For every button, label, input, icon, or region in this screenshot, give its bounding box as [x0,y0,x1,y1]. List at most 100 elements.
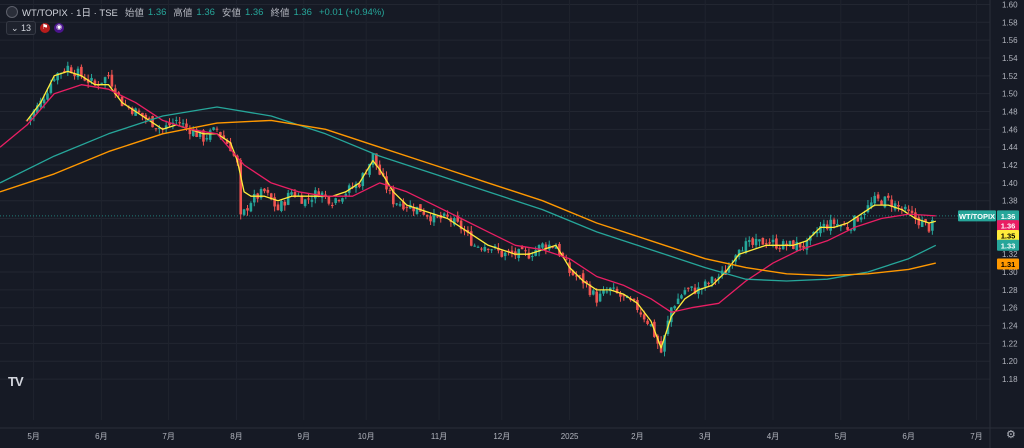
candle-body [483,247,487,252]
candle-body [469,231,473,246]
candle-body [219,132,222,136]
close-label: 終値 [270,8,290,19]
candle-body [480,248,483,250]
y-tick-label: 1.40 [1002,179,1018,188]
candle-body [158,127,161,129]
candle-body [751,238,754,245]
candle-body [581,273,585,284]
candle-body [330,204,334,206]
candle-body [246,208,249,211]
candle-body [592,290,595,295]
candle-body [429,216,432,222]
candle-body [876,194,880,199]
candle-body [639,312,643,315]
candle-body [354,183,358,189]
candle-body [110,74,114,87]
candle-body [853,215,856,231]
candle-body [564,259,568,261]
candle-body [398,204,402,206]
candle-body [375,153,378,166]
candle-body [822,223,826,229]
flag-icon[interactable]: ⚑ [40,23,51,33]
change-value: +0.01 (+0.94%) [318,6,385,18]
candle-body [771,239,775,243]
candle-body [619,293,622,297]
open-label: 始値 [124,8,144,19]
symbol-tag-text: WT/TOPIX [959,212,995,221]
candle-body [229,142,232,152]
candle-body [93,80,97,85]
candle-body [642,314,646,320]
candle-body [693,287,697,294]
candle-body [137,110,141,113]
candle-body [683,290,687,295]
candle-body [415,206,419,214]
x-tick-label: 11月 [431,432,447,441]
candle-body [358,183,361,188]
candle-body [622,294,626,297]
candle-body [107,75,110,77]
indicator-toggle[interactable]: ⌄ 13 [6,21,37,35]
x-tick-label: 7月 [162,432,174,441]
candle-body [371,153,375,165]
candle-body [554,246,558,249]
candle-body [527,252,531,259]
candle-body [815,231,819,234]
candle-body [761,237,765,245]
candle-body [744,241,748,253]
candle-body [276,204,280,211]
candle-body [456,215,460,222]
candle-body [524,250,527,252]
candle-body [69,67,73,74]
candle-body [202,130,205,142]
candle-body [317,191,320,197]
candle-body [920,220,924,227]
y-tick-label: 1.48 [1002,107,1018,116]
candle-body [327,196,331,204]
candle-body [307,198,310,200]
candle-body [571,270,575,276]
candle-body [300,195,304,204]
symbol-title[interactable]: WT/TOPIX · 1日 · TSE [22,8,118,19]
y-tick-label: 1.38 [1002,197,1018,206]
candle-body [269,193,273,200]
candle-body [490,249,493,251]
candle-body [880,200,883,206]
candle-body [463,230,466,232]
ma-red-tag-text: 1.36 [1001,222,1016,231]
candle-body [178,122,181,124]
ma-line-0 [26,70,936,349]
candle-body [534,250,537,256]
x-tick-label: 9月 [298,432,310,441]
candle-body [76,68,80,78]
candle-body [83,77,87,81]
candle-body [144,114,148,119]
candle-body [273,197,276,207]
gear-icon[interactable]: ⚙ [1006,429,1016,441]
candle-body [215,128,219,130]
high-label: 高値 [173,8,193,19]
candle-body [707,282,710,284]
candle-body [225,140,229,144]
candle-body [130,107,134,114]
ma-red-tag [997,220,1019,232]
candlesticks [25,61,934,357]
ma-teal-tag-text: 1.33 [1001,241,1016,250]
candle-body [517,249,521,258]
x-tick-label: 5月 [27,432,39,441]
symbol-header[interactable]: WT/TOPIX · 1日 · TSE 始値 1.36 高値 1.36 安値 1.36… [6,4,384,20]
candle-body [154,128,158,130]
open-value: 1.36 [147,6,167,18]
candle-body [812,231,815,235]
candle-body [493,246,497,248]
candle-body [890,199,893,207]
candle-body [334,198,337,204]
symbol-tag [958,210,996,222]
candle-body [49,83,53,93]
candle-body [425,214,429,217]
candle-body [432,213,436,223]
y-tick-label: 1.28 [1002,286,1018,295]
indicator-bar[interactable]: ⌄ 13 ⚑ ◉ [6,21,65,35]
eye-icon[interactable]: ◉ [54,23,65,33]
